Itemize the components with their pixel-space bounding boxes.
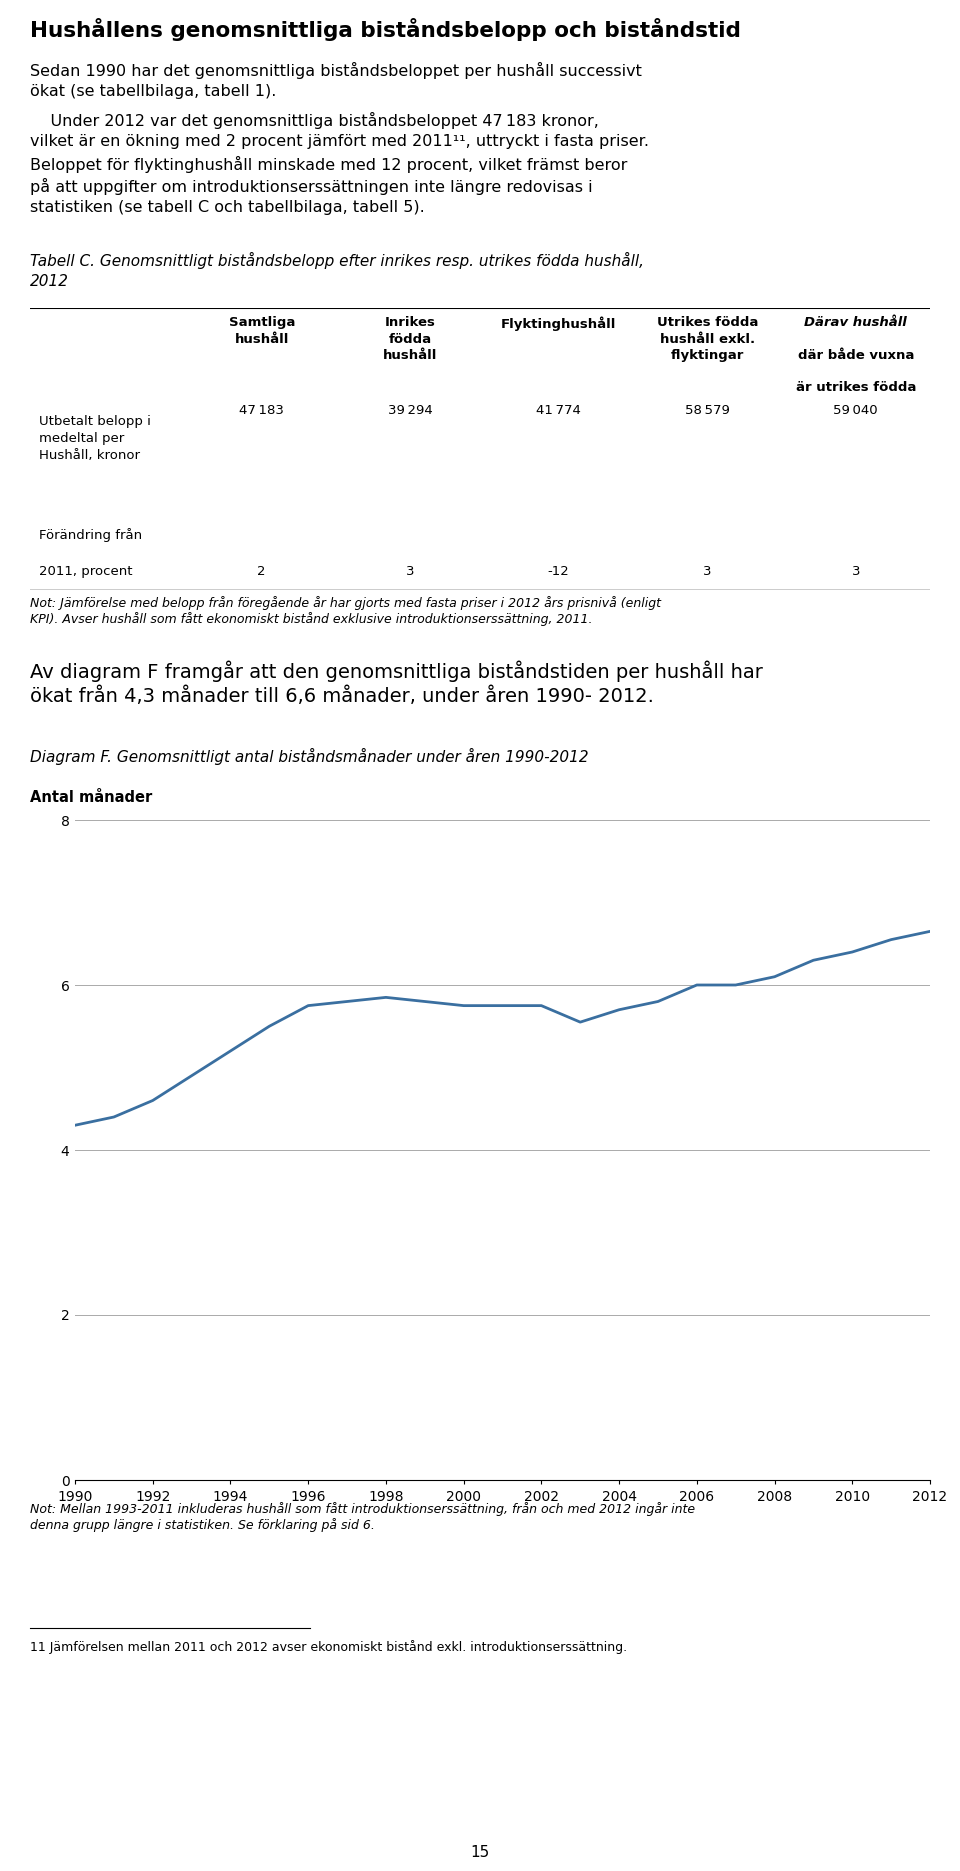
Text: 2012: 2012: [30, 273, 69, 288]
Text: Tabell C. Genomsnittligt biståndsbelopp efter inrikes resp. utrikes födda hushål: Tabell C. Genomsnittligt biståndsbelopp …: [30, 253, 644, 269]
Text: Utbetalt belopp i
medeltal per
Hushåll, kronor: Utbetalt belopp i medeltal per Hushåll, …: [39, 415, 151, 462]
Text: Utrikes födda
hushåll exkl.
flyktingar: Utrikes födda hushåll exkl. flyktingar: [657, 316, 758, 363]
Text: Förändring från: Förändring från: [39, 528, 142, 543]
Text: 3: 3: [852, 565, 860, 578]
Text: 11 Jämförelsen mellan 2011 och 2012 avser ekonomiskt bistånd exkl. introduktions: 11 Jämförelsen mellan 2011 och 2012 avse…: [30, 1641, 627, 1654]
Text: ökat från 4,3 månader till 6,6 månader, under åren 1990- 2012.: ökat från 4,3 månader till 6,6 månader, …: [30, 687, 654, 705]
Text: Hushållens genomsnittliga biståndsbelopp och biståndstid: Hushållens genomsnittliga biståndsbelopp…: [30, 19, 741, 41]
Text: 3: 3: [703, 565, 711, 578]
Text: Beloppet för flyktinghushåll minskade med 12 procent, vilket främst beror: Beloppet för flyktinghushåll minskade me…: [30, 155, 628, 172]
Text: vilket är en ökning med 2 procent jämfört med 2011¹¹, uttryckt i fasta priser.: vilket är en ökning med 2 procent jämför…: [30, 135, 649, 150]
Text: är utrikes födda: är utrikes födda: [796, 382, 916, 395]
Text: Samtliga
hushåll: Samtliga hushåll: [228, 316, 295, 346]
Text: Antal månader: Antal månader: [30, 790, 153, 805]
Text: 15: 15: [470, 1845, 490, 1860]
Text: Under 2012 var det genomsnittliga biståndsbeloppet 47 183 kronor,: Under 2012 var det genomsnittliga bistån…: [30, 112, 599, 129]
Text: ökat (se tabellbilaga, tabell 1).: ökat (se tabellbilaga, tabell 1).: [30, 84, 276, 99]
Text: Av diagram F framgår att den genomsnittliga biståndstiden per hushåll har: Av diagram F framgår att den genomsnittl…: [30, 660, 763, 681]
Text: 39 294: 39 294: [388, 404, 433, 417]
Text: 59 040: 59 040: [833, 404, 878, 417]
Text: -12: -12: [548, 565, 569, 578]
Text: 58 579: 58 579: [684, 404, 730, 417]
Text: statistiken (se tabell C och tabellbilaga, tabell 5).: statistiken (se tabell C och tabellbilag…: [30, 200, 424, 215]
Text: där både vuxna: där både vuxna: [798, 348, 914, 361]
Text: Diagram F. Genomsnittligt antal biståndsmånader under åren 1990-2012: Diagram F. Genomsnittligt antal bistånds…: [30, 748, 588, 765]
Text: 3: 3: [406, 565, 415, 578]
Text: denna grupp längre i statistiken. Se förklaring på sid 6.: denna grupp längre i statistiken. Se för…: [30, 1517, 374, 1532]
Text: 47 183: 47 183: [239, 404, 284, 417]
Text: Not: Mellan 1993-2011 inkluderas hushåll som fått introduktionserssättning, från: Not: Mellan 1993-2011 inkluderas hushåll…: [30, 1502, 695, 1516]
Text: 2011, procent: 2011, procent: [39, 565, 132, 578]
Text: 2: 2: [257, 565, 266, 578]
Text: 41 774: 41 774: [537, 404, 581, 417]
Text: Sedan 1990 har det genomsnittliga biståndsbeloppet per hushåll successivt: Sedan 1990 har det genomsnittliga bistån…: [30, 62, 642, 79]
Text: Därav hushåll: Därav hushåll: [804, 316, 907, 329]
Text: KPI). Avser hushåll som fått ekonomiskt bistånd exklusive introduktionserssättni: KPI). Avser hushåll som fått ekonomiskt …: [30, 612, 592, 627]
Text: Flyktinghushåll: Flyktinghushåll: [501, 316, 616, 331]
Text: Not: Jämförelse med belopp från föregående år har gjorts med fasta priser i 2012: Not: Jämförelse med belopp från föregåen…: [30, 597, 661, 610]
Text: på att uppgifter om introduktionserssättningen inte längre redovisas i: på att uppgifter om introduktionserssätt…: [30, 178, 592, 195]
Text: Inrikes
födda
hushåll: Inrikes födda hushåll: [383, 316, 438, 363]
